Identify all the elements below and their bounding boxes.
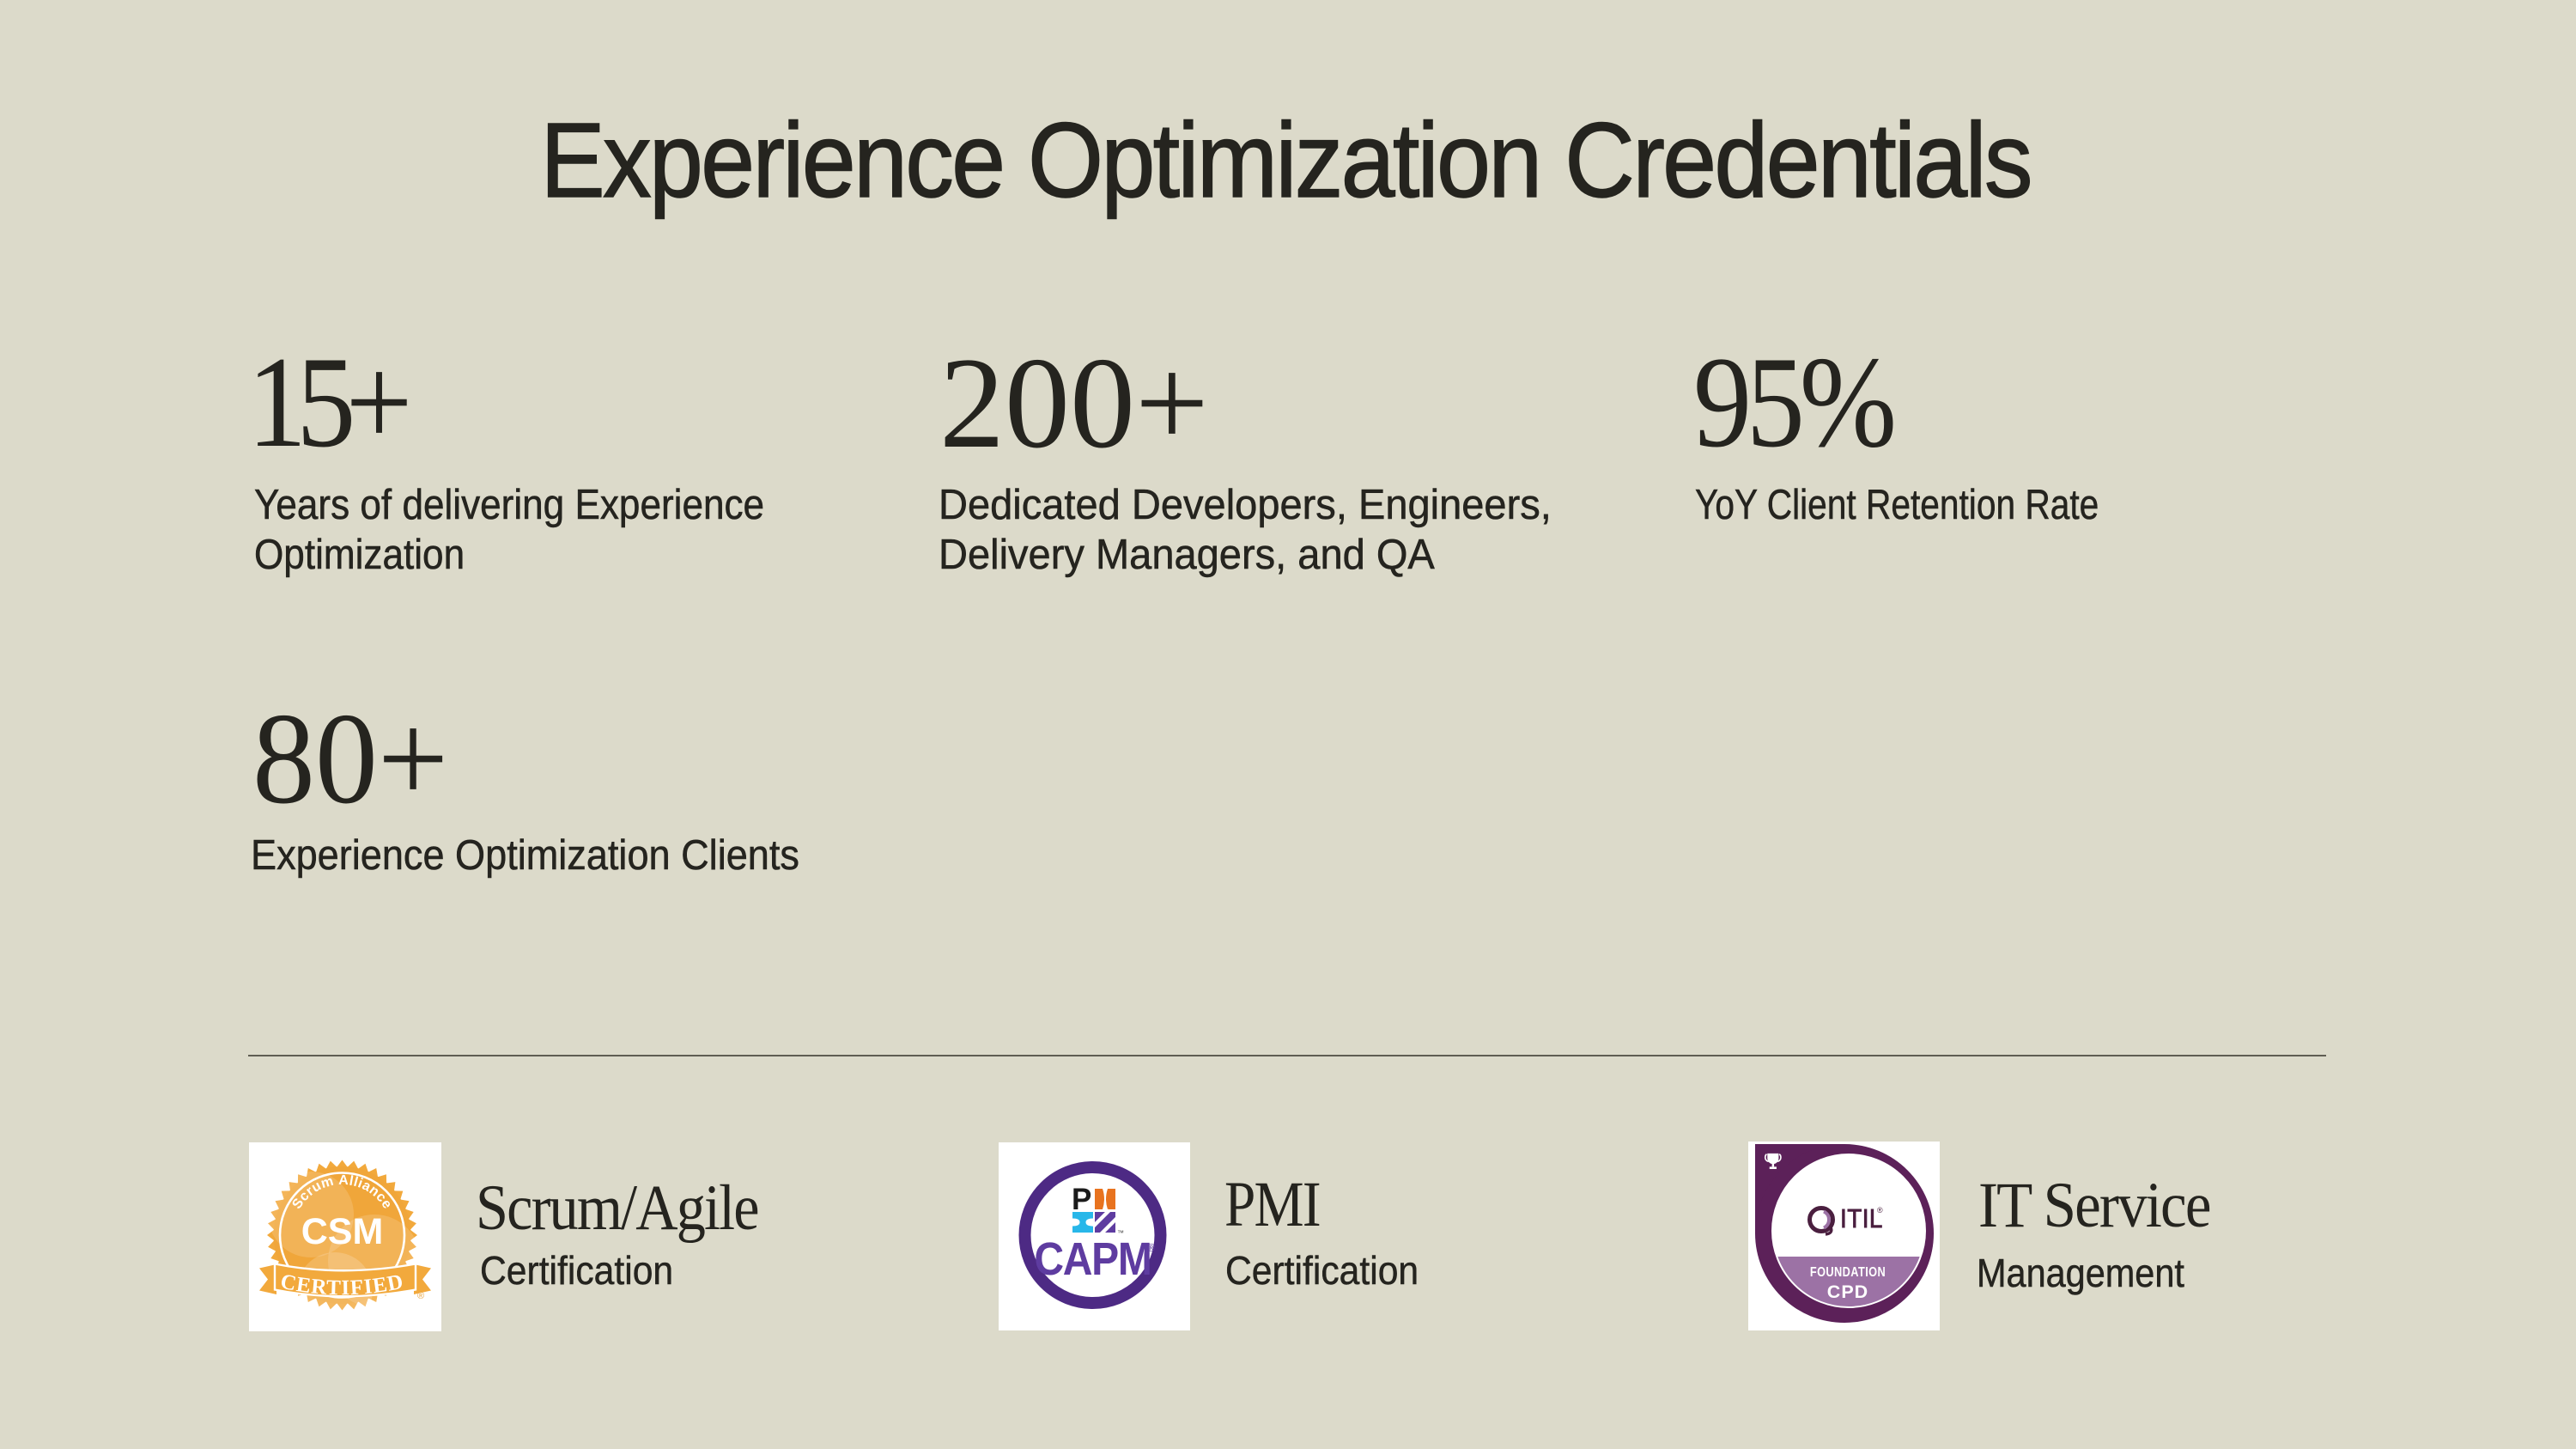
svg-text:™: ™ <box>1117 1229 1124 1237</box>
svg-text:CSM: CSM <box>301 1211 384 1252</box>
svg-text:®: ® <box>417 1291 424 1301</box>
svg-text:CPD: CPD <box>1827 1282 1868 1302</box>
svg-text:®: ® <box>1148 1241 1156 1254</box>
svg-text:ITIL: ITIL <box>1840 1204 1883 1234</box>
svg-text:CAPM: CAPM <box>1034 1233 1151 1284</box>
svg-text:FOUNDATION: FOUNDATION <box>1810 1265 1886 1281</box>
svg-text:P: P <box>1072 1183 1091 1216</box>
svg-text:®: ® <box>1877 1206 1883 1215</box>
